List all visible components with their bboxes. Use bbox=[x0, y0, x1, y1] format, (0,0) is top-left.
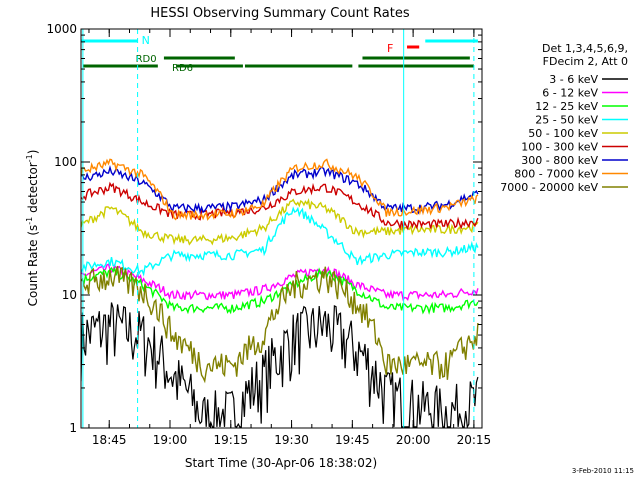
chart-title: HESSI Observing Summary Count Rates bbox=[150, 6, 409, 21]
legend-label: 50 - 100 keV bbox=[528, 127, 598, 140]
series-line bbox=[81, 181, 479, 231]
series-line bbox=[81, 263, 479, 302]
y-tick-label: 10 bbox=[62, 288, 77, 302]
legend-label: 7000 - 20000 keV bbox=[500, 181, 598, 194]
y-axis-label: Count Rate (s-1 detector-1) bbox=[25, 150, 40, 307]
legend-label: 3 - 6 keV bbox=[549, 73, 598, 86]
legend-header-line-1: Det 1,3,4,5,6,9, bbox=[542, 42, 628, 55]
night-label: N bbox=[142, 34, 150, 47]
legend-label: 25 - 50 keV bbox=[535, 114, 598, 127]
x-tick-label: 19:45 bbox=[335, 433, 370, 447]
legend-label: 300 - 800 keV bbox=[521, 154, 598, 167]
x-tick-label: 20:15 bbox=[457, 433, 492, 447]
rd0-label: RD0 bbox=[136, 54, 157, 65]
x-tick-label: 20:00 bbox=[396, 433, 431, 447]
series-line bbox=[81, 158, 479, 221]
series-line bbox=[81, 265, 479, 384]
footer-date: 3-Feb-2010 11:15 bbox=[572, 467, 634, 475]
x-tick-label: 19:00 bbox=[153, 433, 188, 447]
x-tick-label: 19:30 bbox=[274, 433, 309, 447]
plot-frame bbox=[80, 28, 483, 429]
legend-label: 800 - 7000 keV bbox=[514, 168, 598, 181]
rd6-label: RD6 bbox=[172, 63, 193, 74]
series-line bbox=[81, 266, 479, 315]
x-tick-label: 18:45 bbox=[92, 433, 127, 447]
legend: Det 1,3,4,5,6,9, FDecim 2, Att 0 3 - 6 k… bbox=[500, 42, 628, 194]
x-tick-label: 19:15 bbox=[213, 433, 248, 447]
flare-label: F bbox=[387, 42, 393, 55]
y-tick-label: 1000 bbox=[46, 22, 77, 36]
annotation-layer: N F RD0 RD6 bbox=[81, 29, 478, 428]
legend-label: 100 - 300 keV bbox=[521, 141, 598, 154]
series-layer bbox=[81, 158, 479, 428]
legend-label: 12 - 25 keV bbox=[535, 100, 598, 113]
x-axis-label: Start Time (30-Apr-06 18:38:02) bbox=[185, 456, 377, 470]
series-line bbox=[81, 165, 479, 215]
y-axis: 1 10 100 1000 bbox=[46, 22, 482, 435]
series-line bbox=[81, 302, 479, 428]
legend-label: 6 - 12 keV bbox=[542, 87, 598, 100]
x-axis: 18:45 19:00 19:15 19:30 19:45 20:00 20:15 bbox=[88, 29, 492, 447]
y-tick-label: 1 bbox=[69, 421, 77, 435]
y-tick-label: 100 bbox=[54, 155, 77, 169]
series-line bbox=[81, 197, 479, 246]
series-line bbox=[81, 206, 479, 277]
legend-header-line-2: FDecim 2, Att 0 bbox=[543, 55, 628, 68]
